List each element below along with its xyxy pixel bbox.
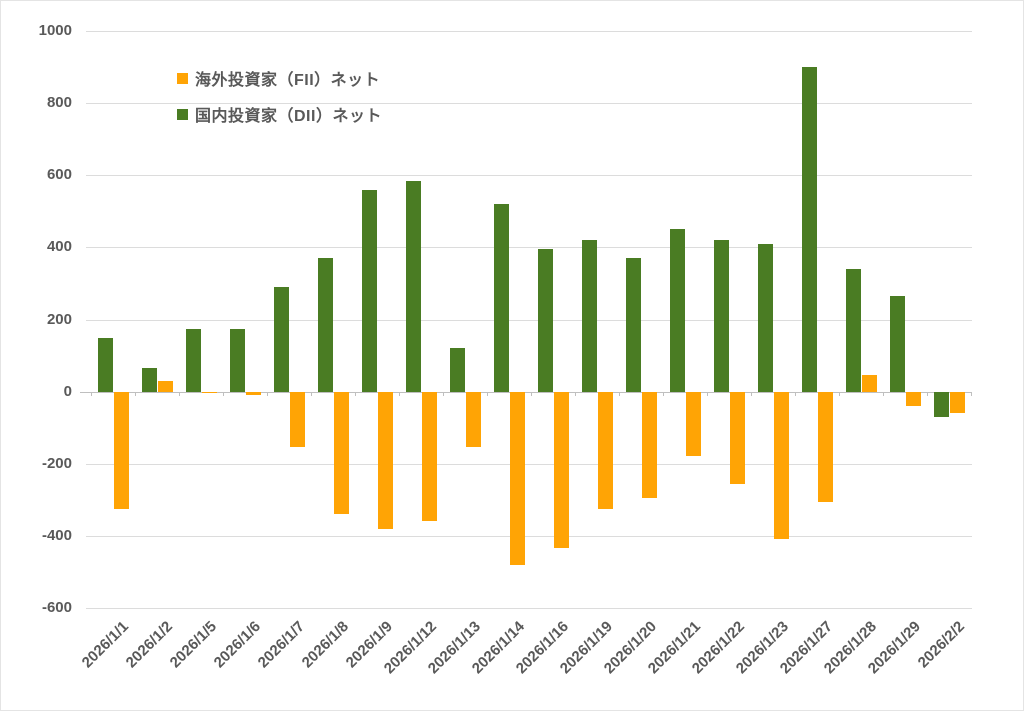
gridline — [86, 535, 972, 537]
fii-bar — [729, 391, 745, 484]
x-axis-tick — [135, 391, 136, 396]
x-axis-tick — [707, 391, 708, 396]
x-axis-tick — [883, 391, 884, 396]
x-axis-tick — [575, 391, 576, 396]
dii-bar — [669, 229, 685, 392]
dii-bar — [757, 243, 773, 392]
gridline — [86, 463, 972, 465]
fii-bar — [333, 391, 349, 515]
x-axis-tick — [839, 391, 840, 396]
legend-item-dii: 国内投資家（DII）ネット — [177, 96, 382, 132]
y-axis-label: 200 — [46, 310, 72, 328]
dii-bar — [713, 240, 729, 392]
dii-bar — [581, 240, 597, 392]
dii-bar — [317, 258, 333, 392]
fii-bar — [509, 391, 525, 565]
dii-bar — [449, 348, 465, 392]
dii-legend-swatch-icon — [177, 108, 188, 120]
fii-bar — [113, 391, 129, 509]
dii-bar — [493, 204, 509, 392]
fii-bar — [289, 391, 305, 448]
gridline — [86, 319, 972, 321]
dii-bar — [141, 368, 157, 392]
fii-bar — [553, 391, 569, 549]
x-axis-tick — [795, 391, 796, 396]
x-axis-tick — [179, 391, 180, 396]
x-axis-tick — [267, 391, 268, 396]
fii-legend-swatch-icon — [177, 72, 188, 84]
x-axis-tick — [531, 391, 532, 396]
x-axis-tick — [927, 391, 928, 396]
dii-bar — [625, 258, 641, 392]
dii-bar — [801, 67, 817, 392]
x-axis-tick — [223, 391, 224, 396]
x-axis-tick — [399, 391, 400, 396]
x-axis-tick — [971, 391, 972, 396]
fii-bar — [201, 391, 217, 394]
legend: 海外投資家（FII）ネット 国内投資家（DII）ネット — [177, 60, 382, 132]
y-axis-label: -600 — [41, 599, 72, 616]
dii-bar — [405, 180, 421, 392]
fii-bar — [685, 391, 701, 457]
x-axis-tick — [355, 391, 356, 396]
fii-bar — [421, 391, 437, 522]
fii-bar — [465, 391, 481, 448]
x-axis-tick — [487, 391, 488, 396]
y-axis-label: 1000 — [38, 22, 72, 39]
y-axis-label: -200 — [41, 454, 72, 472]
y-axis-label: 600 — [46, 166, 72, 184]
y-axis-label: 400 — [46, 238, 72, 256]
fii-bar — [377, 391, 393, 529]
dii-bar — [845, 269, 861, 392]
y-axis-label: -400 — [41, 526, 72, 544]
fii-bar — [949, 391, 965, 414]
zero-axis — [86, 391, 972, 393]
x-axis-label: 2026/1/1 — [78, 618, 133, 672]
legend-item-fii: 海外投資家（FII）ネット — [177, 60, 382, 96]
dii-bar — [889, 296, 905, 392]
fii-bar — [641, 391, 657, 498]
gridline — [86, 247, 972, 249]
x-axis-tick — [663, 391, 664, 396]
fii-bar — [157, 380, 173, 392]
gridline — [86, 175, 972, 177]
x-axis-tick — [443, 391, 444, 396]
y-axis-label: 0 — [63, 382, 72, 400]
x-axis-tick — [619, 391, 620, 396]
y-axis-tick — [80, 391, 86, 393]
x-axis-tick — [91, 391, 92, 396]
fii-bar — [817, 391, 833, 502]
dii-bar — [229, 328, 245, 392]
dii-bar — [933, 391, 949, 417]
dii-bar — [537, 249, 553, 392]
fii-bar — [773, 391, 789, 540]
gridline — [86, 31, 972, 32]
y-axis-label: 800 — [46, 94, 72, 112]
fii-bar — [245, 391, 261, 396]
gridline — [86, 103, 972, 105]
gridline — [86, 608, 972, 609]
x-axis-tick — [311, 391, 312, 396]
dii-bar — [361, 189, 377, 392]
dii-bar — [273, 287, 289, 392]
x-axis-tick — [751, 391, 752, 396]
legend-label-dii: 国内投資家（DII）ネット — [195, 108, 382, 125]
fii-bar — [597, 391, 613, 509]
dii-bar — [97, 337, 113, 392]
legend-label-fii: 海外投資家（FII）ネット — [195, 72, 381, 89]
dii-bar — [185, 328, 201, 392]
fii-bar — [905, 391, 921, 406]
fii-bar — [861, 375, 877, 392]
